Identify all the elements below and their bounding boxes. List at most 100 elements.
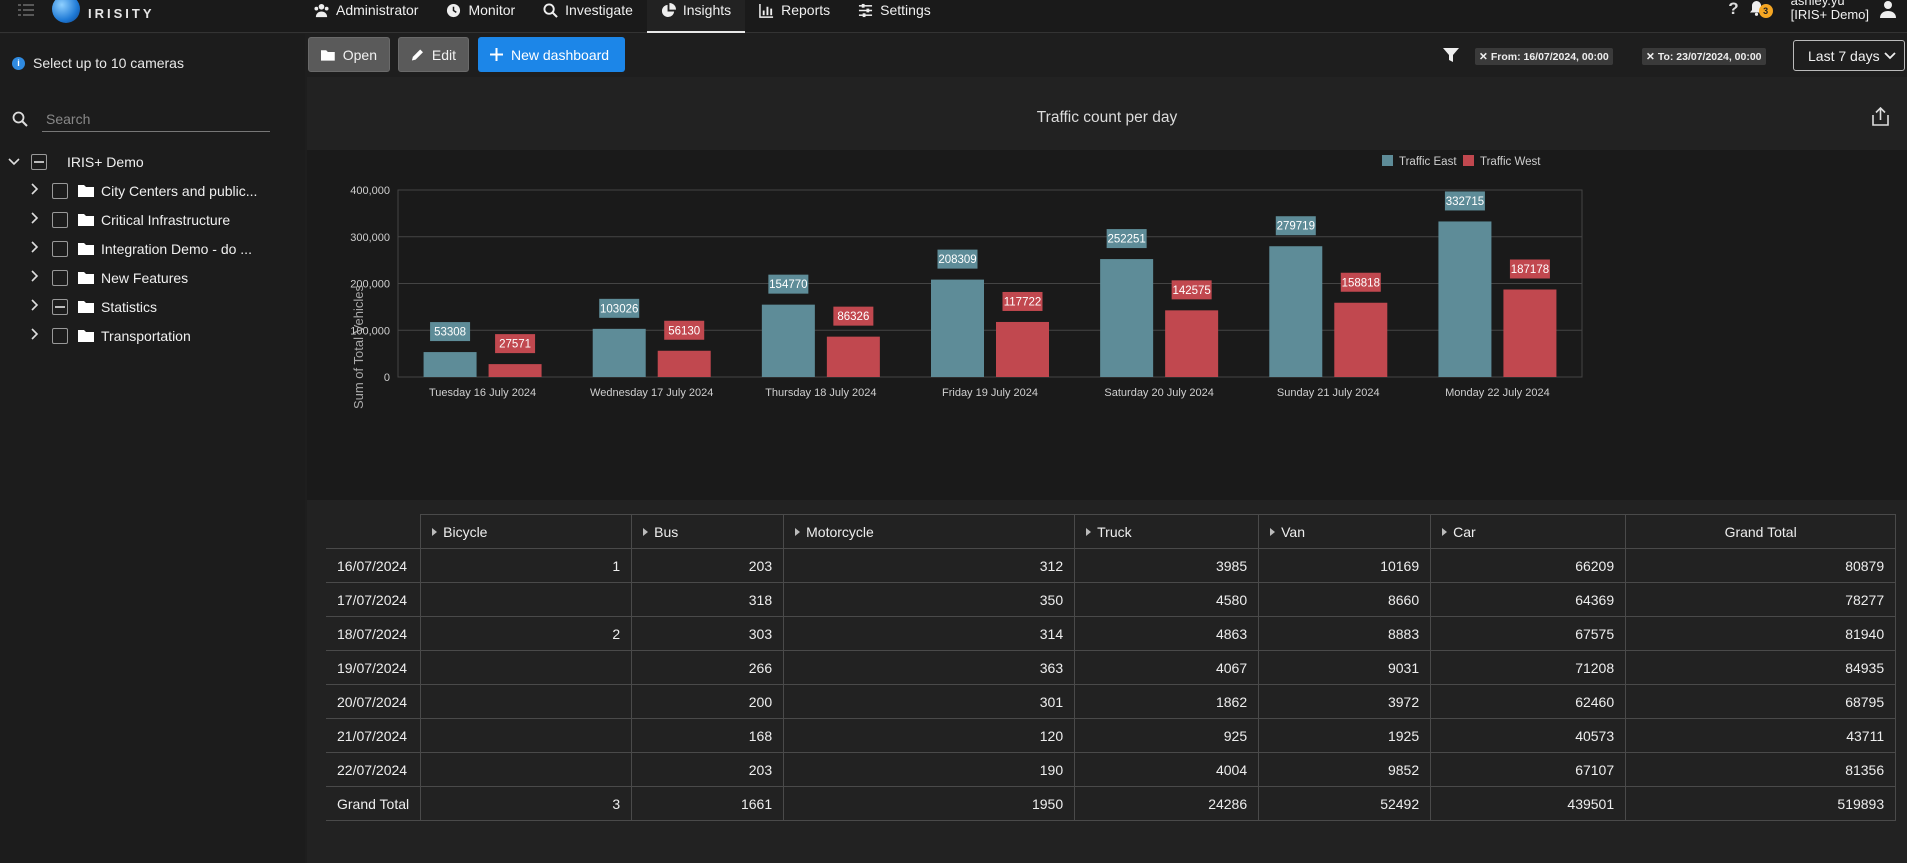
col-header[interactable]: Motorcycle xyxy=(783,514,1076,549)
folder-checkbox[interactable] xyxy=(52,182,68,199)
bar-traffic-west[interactable] xyxy=(826,336,880,377)
nav-administrator[interactable]: Administrator xyxy=(300,0,432,33)
nav-settings[interactable]: Settings xyxy=(844,0,945,33)
close-icon[interactable]: ✕ xyxy=(1646,50,1655,63)
chevron-right-icon[interactable] xyxy=(28,241,42,256)
tree-folder[interactable]: City Centers and public... xyxy=(0,176,305,205)
table-cell: 67575 xyxy=(1430,616,1627,651)
folder-label: New Features xyxy=(101,269,189,286)
col-header[interactable]: Van xyxy=(1258,514,1432,549)
bar-traffic-west[interactable] xyxy=(657,350,711,377)
col-header-label: Motorcycle xyxy=(806,523,874,540)
folder-checkbox[interactable] xyxy=(52,240,68,257)
expand-icon[interactable] xyxy=(432,527,438,536)
top-navigation-bar: IRISITY Administrator Monitor Investigat… xyxy=(0,0,1907,33)
tree-root-checkbox[interactable] xyxy=(31,153,47,170)
table-cell: 4580 xyxy=(1074,582,1260,617)
search-icon xyxy=(543,3,558,18)
tree-folder[interactable]: Statistics xyxy=(0,292,305,321)
edit-button-label: Edit xyxy=(431,46,456,63)
bar-traffic-east[interactable] xyxy=(1438,221,1492,377)
close-icon[interactable]: ✕ xyxy=(1479,50,1488,63)
notifications-bell-icon[interactable]: 3 xyxy=(1749,0,1773,18)
bar-traffic-west[interactable] xyxy=(488,364,542,377)
search-input[interactable] xyxy=(42,106,270,132)
edit-button[interactable]: Edit xyxy=(398,37,469,72)
bar-traffic-east[interactable] xyxy=(1269,246,1323,377)
chevron-right-icon[interactable] xyxy=(28,328,42,343)
legend-label[interactable]: Traffic East xyxy=(1399,156,1457,168)
bar-traffic-east[interactable] xyxy=(423,352,477,377)
chevron-right-icon[interactable] xyxy=(28,183,42,198)
pencil-icon xyxy=(411,48,423,61)
folder-checkbox[interactable] xyxy=(52,298,68,315)
user-info[interactable]: ashley.yu [IRIS+ Demo] xyxy=(1791,0,1869,22)
bar-traffic-east[interactable] xyxy=(592,328,646,377)
date-range-select[interactable]: Last 7 days xyxy=(1793,40,1905,71)
filter-icon[interactable] xyxy=(1443,47,1459,63)
row-date: 16/07/2024 xyxy=(326,548,422,583)
data-label: 103026 xyxy=(600,303,638,315)
table-row: 17/07/2024 318 350 4580 8660 64369 78277 xyxy=(326,582,1897,617)
col-header[interactable]: Truck xyxy=(1074,514,1260,549)
nav-investigate[interactable]: Investigate xyxy=(529,0,647,33)
tree-folder[interactable]: Transportation xyxy=(0,321,305,350)
to-filter-chip[interactable]: ✕ To: 23/07/2024, 00:00 xyxy=(1642,48,1766,65)
chevron-right-icon[interactable] xyxy=(28,299,42,314)
pie-chart-icon xyxy=(661,3,676,18)
table-cell: 1 xyxy=(420,548,633,583)
table-cell: 168 xyxy=(631,718,785,753)
folder-checkbox[interactable] xyxy=(52,327,68,344)
nav-insights[interactable]: Insights xyxy=(646,0,746,33)
x-tick-label: Saturday 20 July 2024 xyxy=(1104,387,1213,399)
folder-label: City Centers and public... xyxy=(101,182,258,199)
table-cell: 10169 xyxy=(1258,548,1432,583)
nav-reports[interactable]: Reports xyxy=(745,0,844,33)
tree-folder[interactable]: New Features xyxy=(0,263,305,292)
folder-checkbox[interactable] xyxy=(52,211,68,228)
folder-checkbox[interactable] xyxy=(52,269,68,286)
nav-monitor[interactable]: Monitor xyxy=(432,0,529,33)
bar-traffic-east[interactable] xyxy=(761,304,815,377)
app-logo[interactable]: IRISITY xyxy=(52,0,155,26)
col-header[interactable]: Bicycle xyxy=(420,514,633,549)
chart-bars xyxy=(423,221,1557,377)
bar-traffic-west[interactable] xyxy=(1165,310,1219,377)
open-button-label: Open xyxy=(342,46,377,63)
legend-label[interactable]: Traffic West xyxy=(1480,156,1541,168)
expand-icon[interactable] xyxy=(795,527,801,536)
row-date: 19/07/2024 xyxy=(326,650,422,685)
expand-icon[interactable] xyxy=(1270,527,1276,536)
user-avatar-icon[interactable] xyxy=(1879,0,1897,18)
table-cell: 200 xyxy=(631,684,785,719)
table-row: 22/07/2024 203 190 4004 9852 67107 81356 xyxy=(326,752,1897,787)
bar-traffic-east[interactable] xyxy=(1100,259,1154,377)
collapse-menu-icon[interactable] xyxy=(18,3,34,17)
camera-limit-hint: i Select up to 10 cameras xyxy=(12,55,184,71)
chevron-right-icon[interactable] xyxy=(28,270,42,285)
tree-folder[interactable]: Integration Demo - do ... xyxy=(0,234,305,263)
new-dashboard-button[interactable]: New dashboard xyxy=(478,37,625,72)
plus-icon xyxy=(490,48,503,61)
chevron-right-icon[interactable] xyxy=(28,212,42,227)
col-header[interactable]: Car xyxy=(1430,514,1627,549)
tree-folder[interactable]: Critical Infrastructure xyxy=(0,205,305,234)
bar-traffic-west[interactable] xyxy=(1334,302,1388,377)
expand-icon[interactable] xyxy=(1086,527,1092,536)
chevron-down-icon[interactable] xyxy=(7,155,21,169)
bar-traffic-west[interactable] xyxy=(996,321,1049,377)
open-button[interactable]: Open xyxy=(308,37,390,72)
data-label: 208309 xyxy=(938,254,976,266)
bar-traffic-west[interactable] xyxy=(1503,289,1557,377)
info-icon: i xyxy=(12,56,25,70)
bar-traffic-east[interactable] xyxy=(931,279,984,377)
folder-label: Statistics xyxy=(101,298,158,315)
from-filter-chip[interactable]: ✕ From: 16/07/2024, 00:00 xyxy=(1475,48,1613,65)
tree-root[interactable]: IRIS+ Demo xyxy=(0,147,305,176)
y-tick-label: 400,000 xyxy=(350,185,390,197)
expand-icon[interactable] xyxy=(1442,527,1448,536)
help-icon[interactable]: ? xyxy=(1728,0,1739,18)
col-header[interactable]: Bus xyxy=(631,514,785,549)
share-icon[interactable] xyxy=(1871,107,1890,126)
expand-icon[interactable] xyxy=(643,527,649,536)
